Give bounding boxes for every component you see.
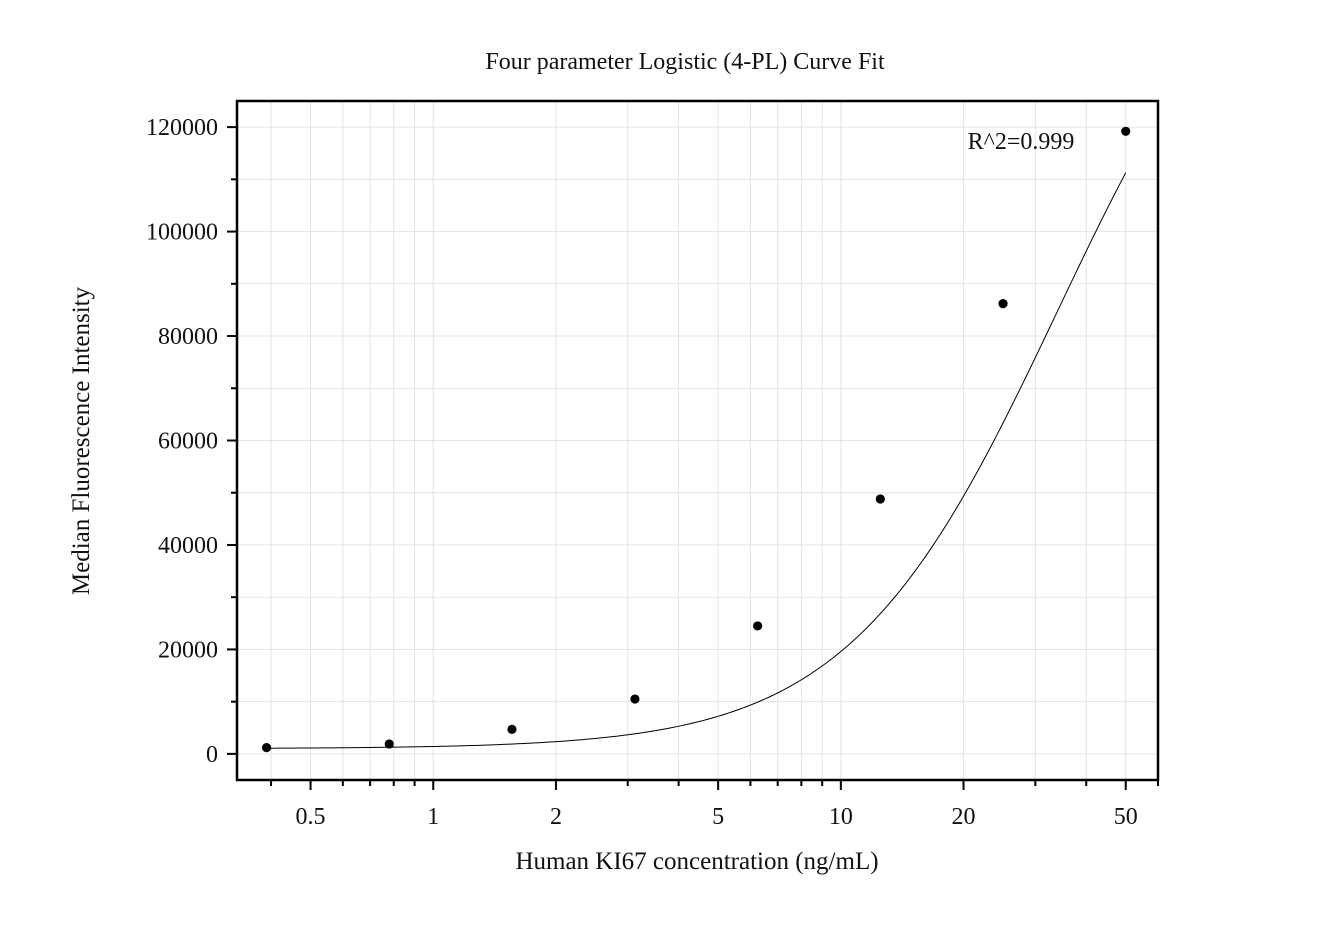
grid-layer [237,101,1159,780]
fit-curve [266,172,1127,749]
y-tick-label: 120000 [146,115,218,141]
data-point [753,621,763,631]
x-tick-label: 5 [712,804,724,830]
data-points [261,126,1131,753]
x-axis-label: Human KI67 concentration (ng/mL) [515,848,878,875]
y-tick-label: 40000 [158,533,218,559]
data-point [630,694,640,704]
tick-marks [227,126,1159,790]
x-tick-label: 20 [952,804,976,830]
tick-labels: 0.5 1 2 5 10 20 50 0 20000 40000 60000 80000 100000 1… [146,115,1138,830]
y-tick-label: 60000 [158,429,218,455]
y-axis-label: Median Fluorescence Intensity [68,286,95,595]
x-tick-label: 50 [1114,804,1138,830]
y-tick-label: 20000 [158,637,218,663]
data-point [507,724,517,734]
x-tick-label: 2 [550,804,562,830]
data-point [261,743,272,753]
data-point [875,494,885,504]
chart-title: Four parameter Logistic (4-PL) Curve Fit [485,49,885,75]
data-point [1121,126,1131,136]
y-tick-label: 100000 [146,220,218,246]
r-squared-annotation: R^2=0.999 [968,129,1075,155]
y-tick-label: 0 [206,742,218,768]
x-tick-label: 10 [829,804,853,830]
x-tick-label: 0.5 [296,804,326,830]
data-point [998,299,1008,309]
y-tick-label: 80000 [158,324,218,350]
data-point [384,739,394,749]
x-tick-label: 1 [427,804,439,830]
